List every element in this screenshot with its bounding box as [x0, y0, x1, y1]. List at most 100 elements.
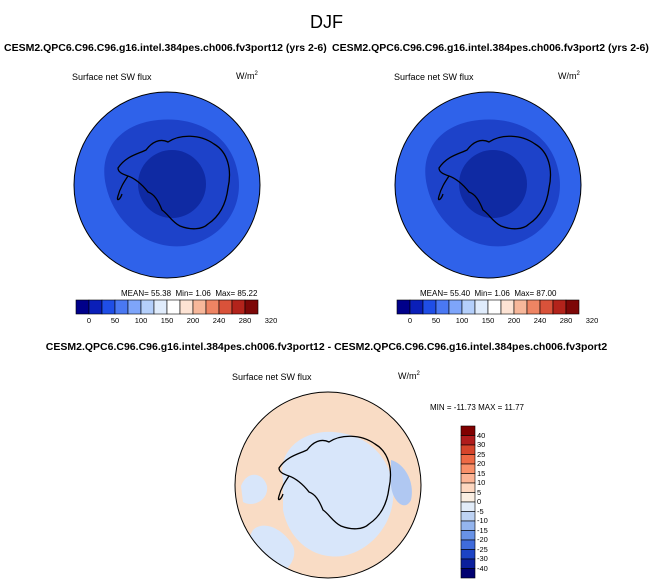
colorbar-tick-label: -5 — [477, 506, 484, 516]
diff-stats: MIN = -11.73 MAX = 11.77 — [430, 403, 524, 412]
left-min-label: Min= — [175, 289, 194, 298]
colorbar-tick-label: -15 — [477, 525, 488, 535]
colorbar-tick-label: 240 — [212, 316, 226, 325]
left-variable-label: Surface net SW flux — [72, 72, 152, 82]
colorbar-swatch — [474, 299, 489, 315]
colorbar-tick-label: 10 — [477, 478, 486, 487]
colorbar-swatch — [460, 520, 476, 531]
colorbar-tick-label: 100 — [134, 316, 148, 325]
right-stats: MEAN= 55.40 Min= 1.06 Max= 87.00 — [420, 289, 556, 298]
colorbar-swatch — [460, 473, 476, 484]
colorbar-tick-label: 25 — [477, 449, 486, 459]
colorbar-tick-label: -30 — [477, 554, 488, 563]
colorbar-swatch — [448, 299, 463, 315]
colorbar-swatch — [460, 501, 476, 512]
colorbar-swatch — [460, 482, 476, 493]
right-variable-label: Surface net SW flux — [394, 72, 474, 82]
diff-polar-map — [234, 391, 422, 579]
colorbar-swatch — [231, 299, 246, 315]
figure-title: DJF — [310, 12, 343, 32]
colorbar-swatch — [140, 299, 155, 315]
right-max-label: Max= — [514, 289, 535, 298]
right-mean-label: MEAN= — [420, 289, 448, 298]
colorbar-tick-label: 200 — [507, 316, 521, 325]
colorbar-tick-label: 280 — [238, 316, 252, 325]
colorbar-swatch — [460, 463, 476, 474]
colorbar-tick-label: 100 — [455, 316, 469, 325]
left-colorbar — [75, 299, 259, 315]
colorbar-swatch — [460, 558, 476, 569]
colorbar-swatch — [460, 539, 476, 550]
colorbar-swatch — [435, 299, 450, 315]
colorbar-swatch — [166, 299, 181, 315]
colorbar-tick-label: 150 — [481, 316, 495, 325]
right-coastline — [438, 135, 552, 230]
right-min-label: Min= — [474, 289, 493, 298]
colorbar-swatch — [552, 299, 567, 315]
colorbar-tick-label: -20 — [477, 535, 488, 544]
colorbar-tick-label: 5 — [477, 487, 482, 497]
diff-variable-label: Surface net SW flux — [232, 372, 312, 382]
right-colorbar — [396, 299, 580, 315]
diff-peninsula — [277, 475, 290, 501]
right-peninsula — [437, 175, 450, 201]
colorbar-swatch — [153, 299, 168, 315]
colorbar-swatch — [409, 299, 424, 315]
left-panel-title: CESM2.QPC6.C96.C96.g16.intel.384pes.ch00… — [4, 42, 327, 54]
right-min-value: 1.06 — [494, 289, 510, 298]
colorbar-tick-label: 0 — [86, 316, 92, 325]
colorbar-swatch — [244, 299, 259, 315]
colorbar-swatch — [179, 299, 194, 315]
colorbar-tick-label: -40 — [477, 563, 488, 573]
colorbar-swatch — [114, 299, 129, 315]
right-max-value: 87.00 — [536, 289, 557, 298]
colorbar-swatch — [460, 511, 476, 522]
right-polar-map — [394, 91, 582, 279]
colorbar-tick-label: 320 — [264, 316, 278, 325]
colorbar-tick-label: 40 — [477, 430, 486, 440]
left-max-label: Max= — [215, 289, 236, 298]
right-mean-value: 55.40 — [450, 289, 471, 298]
colorbar-swatch — [422, 299, 437, 315]
colorbar-swatch — [461, 299, 476, 315]
colorbar-tick-label: 50 — [110, 316, 120, 325]
colorbar-swatch — [88, 299, 103, 315]
colorbar-swatch — [101, 299, 116, 315]
colorbar-tick-label: 150 — [160, 316, 174, 325]
right-units-label: W/m2 — [558, 71, 580, 81]
colorbar-tick-label: 30 — [477, 440, 486, 449]
left-coastline — [117, 135, 231, 230]
colorbar-tick-label: 15 — [477, 468, 486, 478]
colorbar-swatch — [396, 299, 411, 315]
colorbar-tick-label: 50 — [431, 316, 441, 325]
diff-neg-region-center — [282, 431, 394, 557]
colorbar-tick-label: -25 — [477, 544, 488, 554]
left-polar-map — [73, 91, 261, 279]
colorbar-tick-label: 0 — [477, 497, 482, 506]
colorbar-tick-label: 20 — [477, 459, 486, 468]
left-max-value: 85.22 — [237, 289, 258, 298]
left-mean-value: 55.38 — [151, 289, 172, 298]
diff-units-label: W/m2 — [398, 371, 420, 381]
colorbar-swatch — [500, 299, 515, 315]
colorbar-swatch — [192, 299, 207, 315]
diff-neg-region-east — [391, 460, 412, 506]
colorbar-swatch — [460, 425, 476, 436]
colorbar-swatch — [127, 299, 142, 315]
colorbar-tick-label: 280 — [559, 316, 573, 325]
diff-coastline — [278, 435, 392, 530]
colorbar-swatch — [565, 299, 580, 315]
diff-neg-region-west — [241, 474, 268, 505]
colorbar-tick-label: 320 — [585, 316, 599, 325]
colorbar-swatch — [460, 530, 476, 541]
colorbar-swatch — [218, 299, 233, 315]
colorbar-tick-label: -10 — [477, 516, 488, 525]
left-pole-core — [138, 150, 206, 218]
left-units-label: W/m2 — [236, 71, 258, 81]
colorbar-swatch — [205, 299, 220, 315]
colorbar-swatch — [513, 299, 528, 315]
left-min-value: 1.06 — [195, 289, 211, 298]
colorbar-swatch — [526, 299, 541, 315]
right-panel-title: CESM2.QPC6.C96.C96.g16.intel.384pes.ch00… — [332, 42, 649, 54]
colorbar-tick-label: 0 — [407, 316, 413, 325]
